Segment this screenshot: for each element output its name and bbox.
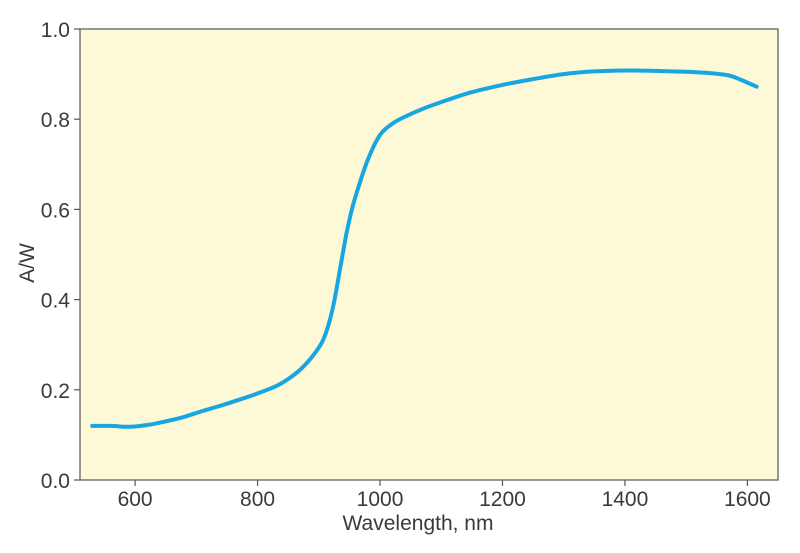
x-tick-label: 1400 — [602, 488, 649, 511]
x-tick-label: 1200 — [479, 488, 526, 511]
y-tick-label: 0.8 — [41, 109, 70, 132]
x-tick-label: 1000 — [357, 488, 404, 511]
y-axis-title: A/W — [16, 243, 39, 283]
x-tick-label: 1600 — [724, 488, 771, 511]
y-tick-label: 1.0 — [41, 19, 70, 42]
x-tick-label: 800 — [240, 488, 275, 511]
plot-area — [79, 28, 779, 481]
y-tick-label: 0.0 — [41, 470, 70, 493]
x-axis-title: Wavelength, nm — [343, 512, 494, 535]
x-tick-label: 600 — [118, 488, 153, 511]
y-tick-label: 0.6 — [41, 199, 70, 222]
y-axis-ticks: 0.0 0.2 0.4 0.6 0.8 1.0 — [41, 19, 80, 493]
y-tick-label: 0.4 — [41, 290, 71, 313]
series-line — [90, 68, 759, 429]
y-tick-label: 0.2 — [41, 380, 70, 403]
x-axis-ticks: 600 800 1000 1200 1400 1600 — [118, 480, 771, 511]
